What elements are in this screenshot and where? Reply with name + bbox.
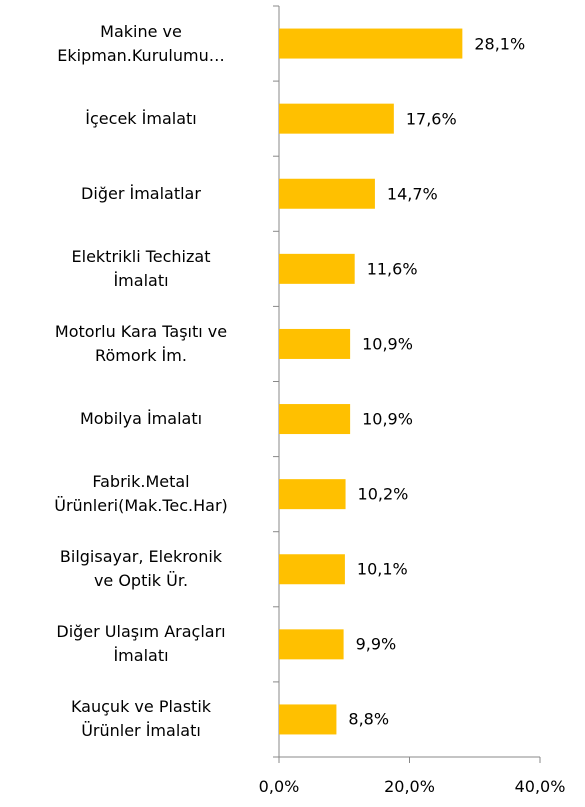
bar xyxy=(279,554,345,585)
bar xyxy=(279,704,337,735)
value-label: 11,6% xyxy=(366,259,418,279)
value-label: 14,7% xyxy=(386,184,438,204)
category-label: Fabrik.Metal Ürünleri(Mak.Tec.Har) xyxy=(54,472,228,516)
bar xyxy=(279,629,344,660)
bar xyxy=(279,178,375,209)
x-tick-label: 20,0% xyxy=(384,777,435,796)
category-label: Motorlu Kara Taşıtı ve Römork İm. xyxy=(54,321,228,365)
category-label: Diğer Ulaşım Araçları İmalatı xyxy=(56,622,226,666)
bar xyxy=(279,28,463,59)
bar xyxy=(279,404,351,435)
category-label: Kauçuk ve Plastik Ürünler İmalatı xyxy=(70,697,212,741)
value-label: 17,6% xyxy=(405,109,457,129)
category-label: Diğer İmalatlar xyxy=(81,183,201,203)
value-label: 10,9% xyxy=(362,409,413,429)
bar xyxy=(279,479,346,510)
value-label: 10,1% xyxy=(356,559,408,579)
bar xyxy=(279,328,351,359)
category-label: Makine ve Ekipman.Kurulumu… xyxy=(57,21,225,65)
value-label: 10,9% xyxy=(362,334,413,354)
value-label: 9,9% xyxy=(355,634,397,654)
value-label: 8,8% xyxy=(348,709,390,729)
bar xyxy=(279,103,394,134)
value-label: 10,2% xyxy=(357,484,409,504)
category-label: Bilgisayar, Elekronik ve Optik Ür. xyxy=(59,547,223,591)
bar xyxy=(279,253,355,284)
category-label: Mobilya İmalatı xyxy=(79,409,203,429)
category-label: Elektrikli Techizat İmalatı xyxy=(71,246,211,290)
x-tick-label: 0,0% xyxy=(258,777,300,796)
value-label: 28,1% xyxy=(474,34,526,54)
x-tick-label: 40,0% xyxy=(514,777,566,796)
category-label: İçecek İmalatı xyxy=(85,108,197,128)
